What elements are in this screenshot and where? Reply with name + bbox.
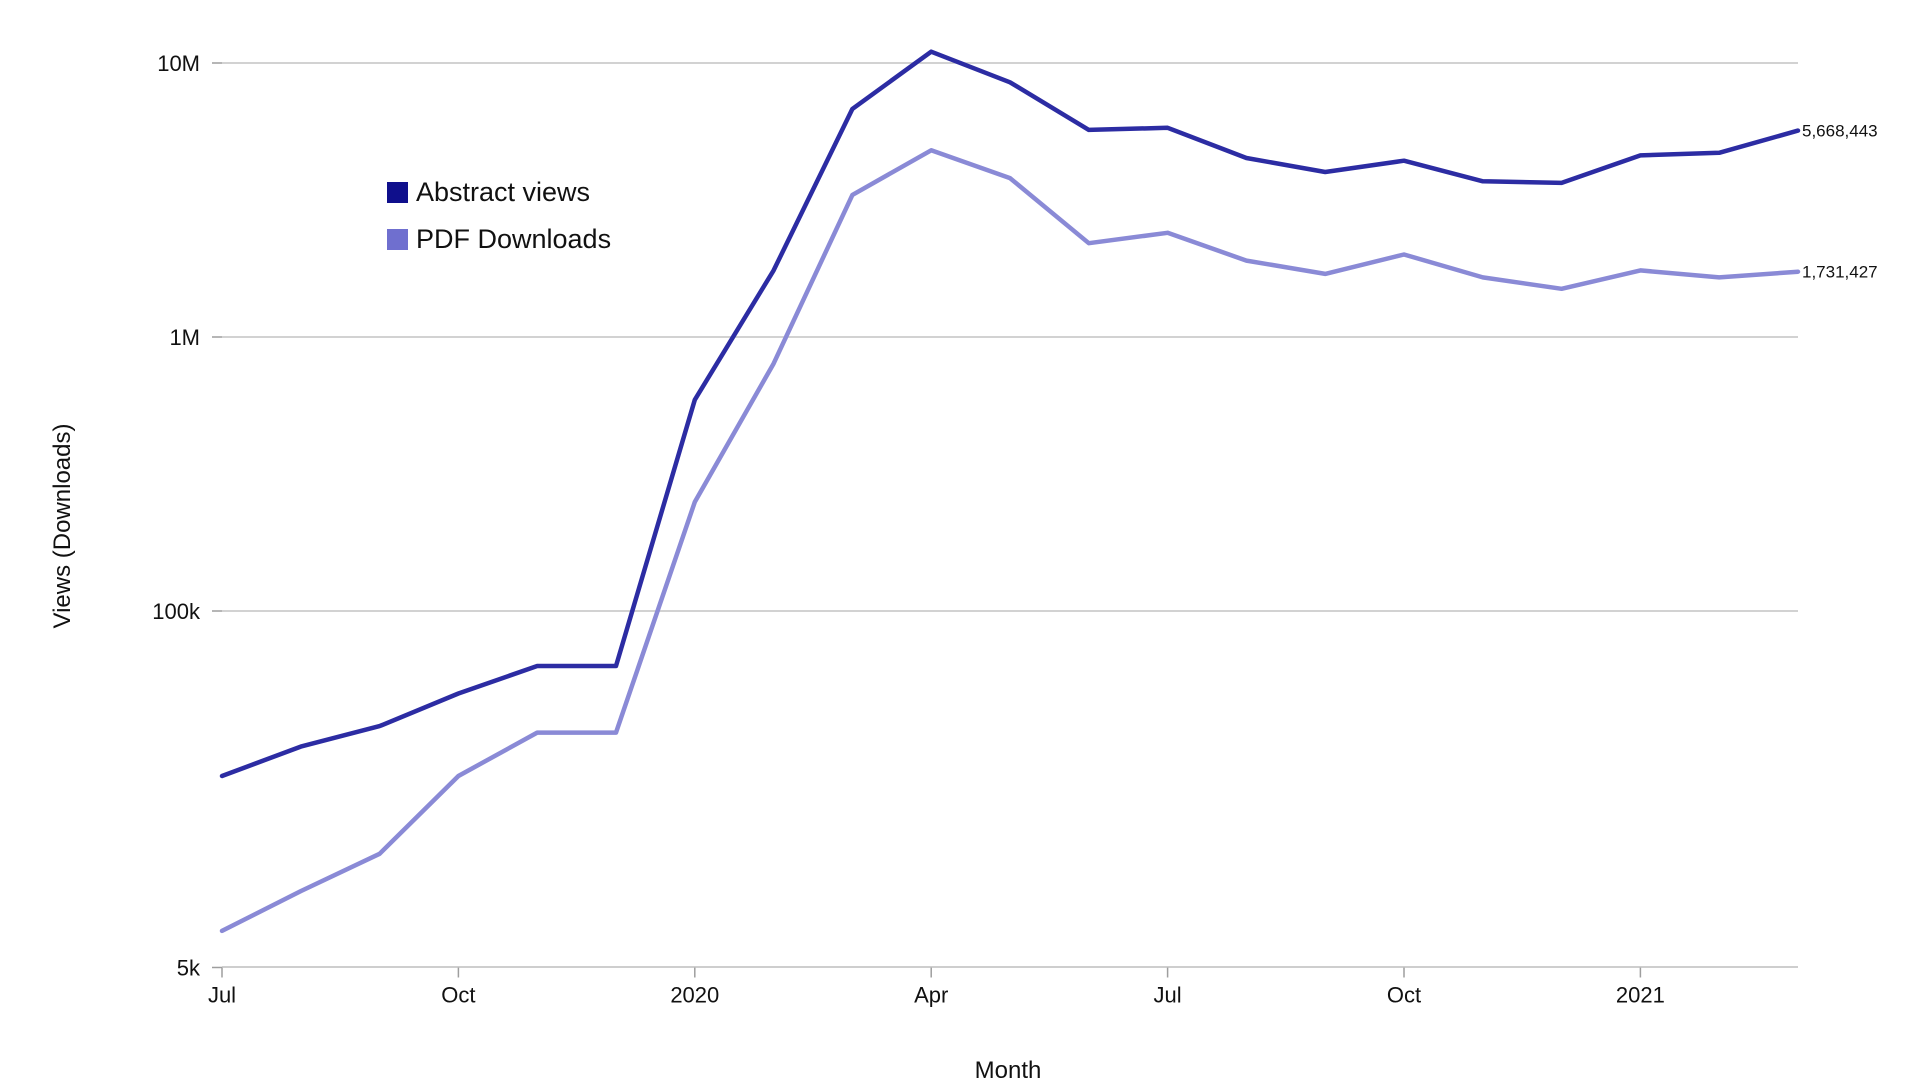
y-tick-label-100k: 100k	[152, 599, 201, 624]
x-tick-label-oct-1: Oct	[441, 982, 475, 1007]
end-label-pdf-downloads: 1,731,427	[1802, 263, 1878, 282]
x-tick-label-2021-6: 2021	[1616, 982, 1665, 1007]
tick-labels: 5k 100k 1M 10M Jul Oct 2020 Apr Jul Oct 2021	[152, 51, 1665, 1007]
end-label-abstract-views: 5,668,443	[1802, 122, 1878, 141]
legend-item-pdf-downloads: PDF Downloads	[387, 224, 611, 254]
x-tick-label-apr-3: Apr	[914, 982, 948, 1007]
series-line-pdf-downloads	[219, 148, 1801, 934]
x-axis-title: Month	[975, 1057, 1042, 1080]
y-axis-title: Views (Downloads)	[49, 424, 76, 629]
legend-label-pdf-downloads: PDF Downloads	[416, 224, 611, 254]
legend-swatch-pdf-downloads	[387, 229, 408, 250]
legend-swatch-abstract-views	[387, 182, 408, 203]
y-tick-label-10M: 10M	[157, 51, 200, 76]
legend: Abstract views PDF Downloads	[387, 177, 611, 254]
y-tick-label-5k: 5k	[177, 955, 201, 980]
y-tick-label-1M: 1M	[169, 325, 200, 350]
legend-item-abstract-views: Abstract views	[387, 177, 590, 207]
x-tick-label-jul-0: Jul	[208, 982, 236, 1007]
series-lines	[219, 49, 1801, 934]
x-tick-label-jul-4: Jul	[1154, 982, 1182, 1007]
end-labels: 1,731,427 5,668,443	[1802, 122, 1878, 282]
x-tick-label-2020-2: 2020	[670, 982, 719, 1007]
gridlines	[212, 62, 1798, 978]
legend-label-abstract-views: Abstract views	[416, 177, 590, 207]
series-line-abstract-views	[219, 49, 1801, 779]
x-tick-label-oct-5: Oct	[1387, 982, 1421, 1007]
